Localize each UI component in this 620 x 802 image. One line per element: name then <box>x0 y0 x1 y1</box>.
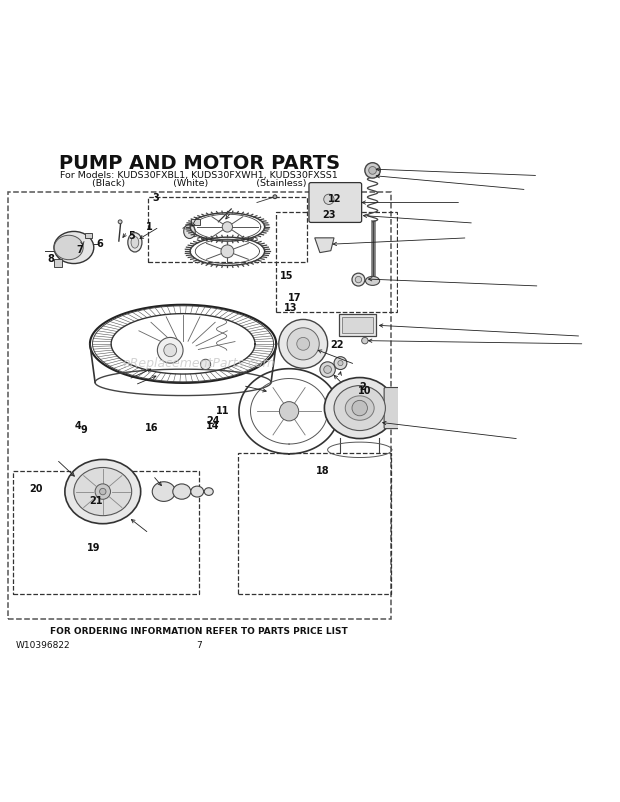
Bar <box>148 197 307 261</box>
Text: eReplacementParts.com: eReplacementParts.com <box>123 357 275 370</box>
Polygon shape <box>315 238 334 253</box>
Text: (Black)                (White)                (Stainless): (Black) (White) (Stainless) <box>92 179 306 188</box>
Text: 8: 8 <box>48 254 55 265</box>
Circle shape <box>200 359 211 370</box>
Circle shape <box>157 338 183 363</box>
Bar <box>13 471 199 594</box>
Ellipse shape <box>54 232 94 264</box>
Ellipse shape <box>173 484 191 499</box>
Text: 9: 9 <box>80 425 87 435</box>
Text: 6: 6 <box>96 239 103 249</box>
Circle shape <box>334 357 347 370</box>
Circle shape <box>320 362 335 377</box>
Text: 23: 23 <box>322 209 335 220</box>
Bar <box>339 314 376 336</box>
Bar <box>54 259 61 267</box>
Bar <box>7 192 391 619</box>
Circle shape <box>324 194 334 205</box>
Text: 14: 14 <box>206 421 220 431</box>
Text: 17: 17 <box>288 293 301 303</box>
Text: 11: 11 <box>216 406 230 415</box>
Ellipse shape <box>204 488 213 496</box>
Ellipse shape <box>191 486 203 497</box>
Circle shape <box>355 277 361 283</box>
Ellipse shape <box>65 460 141 524</box>
Text: 19: 19 <box>87 543 100 553</box>
Circle shape <box>279 319 327 368</box>
Circle shape <box>369 167 376 174</box>
Bar <box>399 389 409 396</box>
Text: 3: 3 <box>152 192 159 203</box>
Bar <box>342 317 373 333</box>
Text: 16: 16 <box>144 423 158 433</box>
Ellipse shape <box>128 233 142 252</box>
Ellipse shape <box>345 396 374 420</box>
Text: 22: 22 <box>330 340 343 350</box>
Text: 15: 15 <box>280 271 293 282</box>
Circle shape <box>287 328 319 360</box>
Text: 21: 21 <box>89 496 102 506</box>
FancyBboxPatch shape <box>384 387 405 428</box>
Text: 2: 2 <box>359 382 366 391</box>
Circle shape <box>365 163 380 178</box>
Circle shape <box>361 338 368 344</box>
Bar <box>276 213 397 312</box>
Text: 12: 12 <box>328 193 341 204</box>
Circle shape <box>352 400 368 415</box>
Circle shape <box>324 366 332 374</box>
Circle shape <box>164 344 177 357</box>
Text: PUMP AND MOTOR PARTS: PUMP AND MOTOR PARTS <box>58 155 340 173</box>
Bar <box>399 416 409 424</box>
Text: 18: 18 <box>316 465 329 476</box>
Text: 7: 7 <box>76 245 83 255</box>
Text: 13: 13 <box>284 303 298 314</box>
Text: FOR ORDERING INFORMATION REFER TO PARTS PRICE LIST: FOR ORDERING INFORMATION REFER TO PARTS … <box>50 627 348 636</box>
Circle shape <box>338 361 343 366</box>
Circle shape <box>221 245 234 257</box>
Ellipse shape <box>131 237 139 248</box>
Ellipse shape <box>324 378 395 439</box>
Circle shape <box>352 273 365 286</box>
Text: 7: 7 <box>197 642 202 650</box>
Ellipse shape <box>366 277 379 286</box>
Text: 4: 4 <box>74 421 81 431</box>
Ellipse shape <box>74 468 131 516</box>
Bar <box>191 219 200 225</box>
Circle shape <box>222 222 232 232</box>
Circle shape <box>100 488 106 495</box>
Text: 20: 20 <box>29 484 43 493</box>
Text: 10: 10 <box>358 387 371 396</box>
Ellipse shape <box>184 225 195 238</box>
Circle shape <box>280 402 299 421</box>
Text: W10396822: W10396822 <box>16 642 71 650</box>
Circle shape <box>118 220 122 224</box>
Circle shape <box>95 484 110 500</box>
Circle shape <box>273 195 277 199</box>
Ellipse shape <box>334 386 386 431</box>
Ellipse shape <box>153 482 175 501</box>
Text: For Models: KUDS30FXBL1, KUDS30FXWH1, KUDS30FXSS1: For Models: KUDS30FXBL1, KUDS30FXWH1, KU… <box>60 171 338 180</box>
Text: 1: 1 <box>146 222 153 232</box>
Bar <box>237 453 391 594</box>
Ellipse shape <box>55 235 83 260</box>
Text: 24: 24 <box>206 415 220 426</box>
Circle shape <box>297 338 309 350</box>
FancyBboxPatch shape <box>309 183 361 222</box>
Bar <box>86 233 92 238</box>
Text: 5: 5 <box>128 231 135 241</box>
